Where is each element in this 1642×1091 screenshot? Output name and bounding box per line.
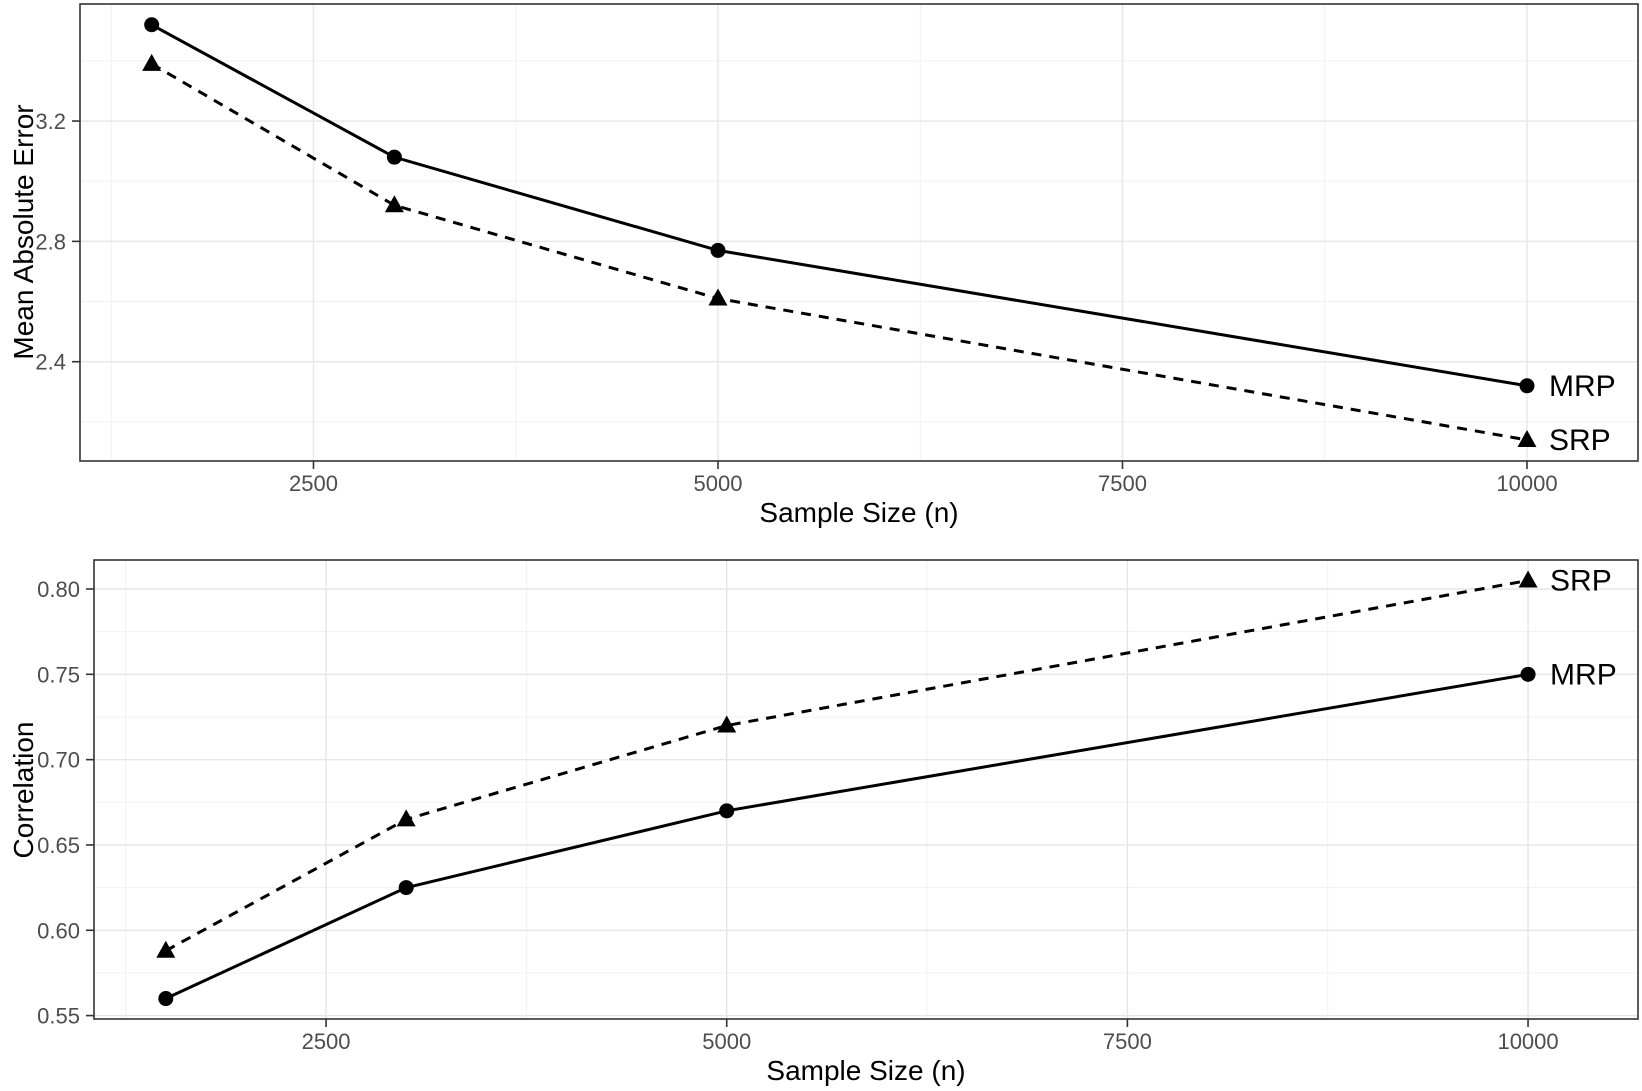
x-tick-label: 2500 (302, 1029, 351, 1054)
series-end-label-srp: SRP (1550, 564, 1612, 597)
data-point-circle-mrp (386, 149, 402, 165)
y-tick-label: 0.55 (37, 1004, 80, 1029)
y-axis-title-bottom: Correlation (8, 721, 39, 859)
y-tick-label: 0.70 (37, 748, 80, 773)
y-tick-label: 2.8 (35, 229, 66, 254)
y-tick-label: 0.75 (37, 662, 80, 687)
y-tick-label: 3.2 (35, 109, 66, 134)
data-point-circle-mrp (144, 17, 160, 33)
x-axis-title-top: Sample Size (n) (759, 497, 959, 528)
y-tick-label: 0.60 (37, 918, 80, 943)
data-point-circle-mrp (158, 991, 174, 1007)
data-point-triangle-srp (1517, 429, 1537, 447)
x-tick-label: 5000 (702, 1029, 751, 1054)
series-line-srp (150, 62, 1528, 442)
data-point-triangle-srp (708, 288, 728, 306)
x-tick-label: 10000 (1497, 1029, 1558, 1054)
data-point-circle-mrp (398, 880, 414, 896)
data-point-triangle-srp (396, 809, 416, 827)
y-tick-label: 0.65 (37, 833, 80, 858)
x-tick-label: 7500 (1098, 471, 1147, 496)
y-tick-label: 2.4 (35, 350, 66, 375)
series-line-srp (165, 578, 1529, 953)
series-line-mrp (165, 672, 1529, 1000)
y-axis-title-top: Mean Absolute Error (8, 104, 39, 360)
data-point-triangle-srp (717, 715, 737, 733)
data-point-circle-mrp (719, 803, 735, 819)
panel-border (93, 559, 1639, 1020)
series-end-label-srp: SRP (1549, 424, 1611, 457)
panel-top: MRP SRP 2500 5000 7500 10000 2.4 2.8 3.2 (35, 3, 1639, 496)
x-axis-title-bottom: Sample Size (n) (766, 1055, 966, 1086)
data-point-circle-mrp (1520, 666, 1536, 682)
panel-bottom: MRP SRP 2500 5000 7500 10000 0.55 0.60 0.65 0.70 0… (37, 559, 1639, 1054)
data-point-triangle-srp (142, 53, 162, 71)
series-end-label-mrp: MRP (1549, 370, 1616, 403)
y-tick-label: 0.80 (37, 577, 80, 602)
x-tick-label: 5000 (694, 471, 743, 496)
data-point-triangle-srp (1518, 570, 1538, 588)
x-tick-label: 2500 (289, 471, 338, 496)
data-point-circle-mrp (710, 242, 726, 258)
data-point-triangle-srp (384, 195, 404, 213)
series-end-label-mrp: MRP (1550, 658, 1617, 691)
data-point-circle-mrp (1519, 378, 1535, 394)
data-point-triangle-srp (156, 940, 176, 958)
panel-border (79, 3, 1639, 462)
x-tick-label: 7500 (1103, 1029, 1152, 1054)
x-tick-label: 10000 (1496, 471, 1557, 496)
series-line-mrp (150, 23, 1528, 388)
